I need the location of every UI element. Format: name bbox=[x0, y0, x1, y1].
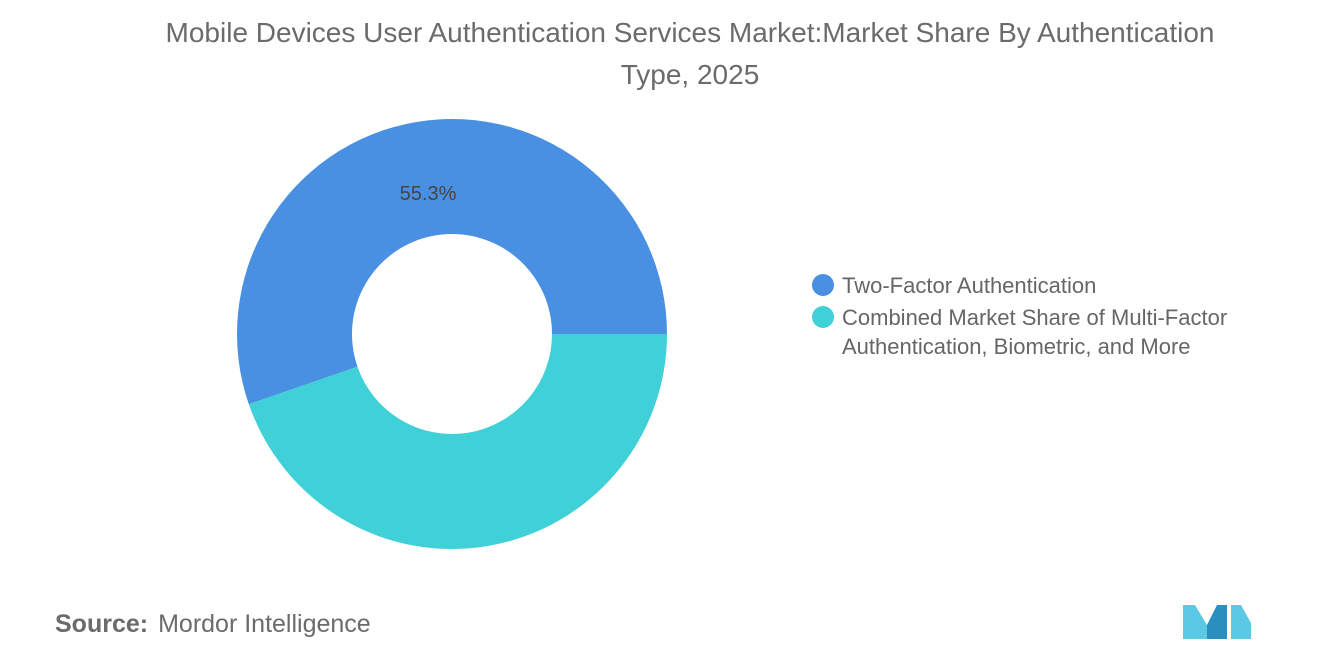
legend-swatch-combined bbox=[812, 306, 834, 328]
legend-item-combined: Combined Market Share of Multi-Factor Au… bbox=[812, 303, 1282, 361]
legend-item-two-factor: Two-Factor Authentication bbox=[812, 271, 1282, 300]
legend-swatch-two-factor bbox=[812, 274, 834, 296]
donut-slice-0 bbox=[237, 119, 667, 405]
donut-slice-1 bbox=[248, 334, 667, 550]
mordor-logo-icon bbox=[1183, 605, 1251, 639]
chart-title: Mobile Devices User Authentication Servi… bbox=[165, 17, 1215, 90]
source-line: Source: Mordor Intelligence bbox=[55, 610, 371, 639]
legend-label-combined: Combined Market Share of Multi-Factor Au… bbox=[842, 305, 1228, 359]
legend-label-two-factor: Two-Factor Authentication bbox=[842, 273, 1097, 298]
legend: Two-Factor Authentication Combined Marke… bbox=[812, 271, 1282, 364]
donut-data-label-0: 55.3% bbox=[400, 183, 457, 205]
source-name: Mordor Intelligence bbox=[158, 610, 371, 638]
source-label: Source: bbox=[55, 610, 149, 638]
